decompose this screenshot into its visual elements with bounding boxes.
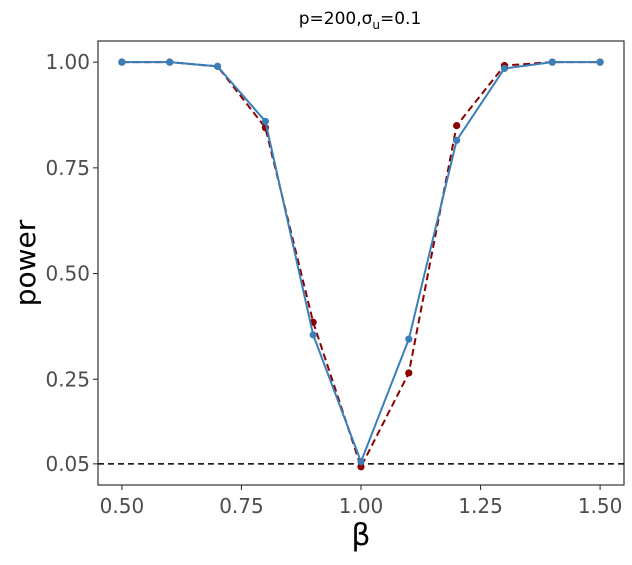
series-2-point [309,331,317,339]
axes-layer: 0.05 0.25 0.50 0.75 1.00 0.50 0.75 1.00 1.25 1.50 [45,50,622,518]
series-2-point [118,58,126,66]
series-2-point [166,58,174,66]
series-2-point [453,136,461,144]
y-axis-title: power [9,219,42,306]
series-2-point [405,335,413,343]
series-2-point [500,64,509,73]
x-tick-label: 1.00 [339,494,384,518]
x-tick-label: 1.25 [458,494,503,518]
series-2-point [548,58,556,66]
y-tick-label: 0.75 [45,156,90,180]
y-tick-label: 0.05 [45,452,90,476]
series-layer [118,58,604,471]
series-1-point [357,463,365,471]
series-2-point [213,62,222,70]
y-tick-label: 0.25 [45,367,90,391]
y-tick-label: 0.50 [45,262,90,286]
series-2-point [357,458,365,466]
y-tick-label: 1.00 [45,50,90,74]
series-1-point [405,369,413,377]
series-2-point [596,58,604,66]
chart-title-subscript: u [372,18,380,32]
series-1-point [453,121,461,130]
chart-title: p=200,σu=0.1 [299,9,422,32]
x-tick-label: 1.50 [578,494,623,518]
x-axis-title: β [351,518,370,553]
plot-panel [97,40,625,486]
series-2-point [261,117,269,125]
x-tick-label: 0.50 [100,494,145,518]
chart-title-symbol: σ [362,9,373,29]
chart-title-prefix: p=200, [299,9,362,29]
x-tick-label: 0.75 [219,494,264,518]
chart-title-suffix: =0.1 [380,9,421,29]
